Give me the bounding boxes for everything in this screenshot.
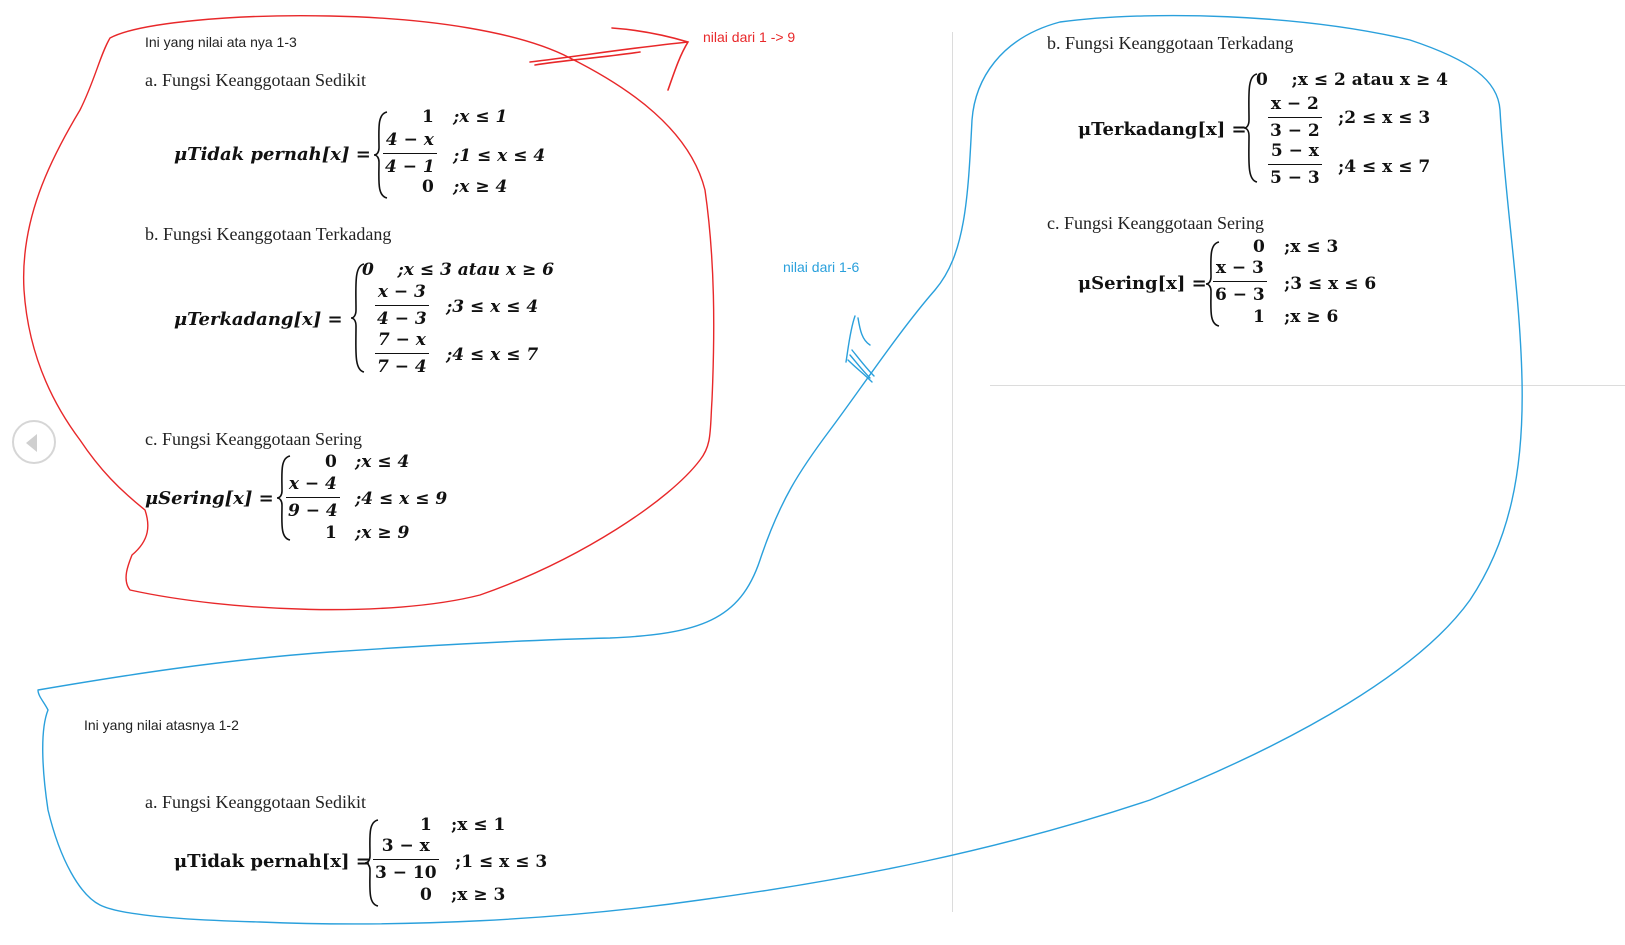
block2-c-label: μSering[x] = [1078, 273, 1207, 294]
block3-a-p2-den: 3 − 10 [375, 863, 437, 883]
block2-b-p3-frac: 5 − x 5 − 3 [1268, 141, 1322, 188]
block1-c-label: μSering[x] = [145, 488, 274, 509]
block2-b-brace [1243, 73, 1258, 183]
block2-b-p2-den: 3 − 2 [1270, 121, 1320, 141]
note-blue-range: nilai dari 1-6 [783, 259, 860, 275]
red-arrow-stroke [529, 27, 690, 91]
block2-b-p2-num: x − 2 [1268, 94, 1322, 118]
block1-b-p3-num: 7 − x [375, 330, 429, 354]
block1-a-p1-cond: ;x ≤ 1 [453, 107, 508, 127]
note-top-left: Ini yang nilai ata nya 1-3 [145, 34, 297, 50]
block1-b-label: μTerkadang[x] = [174, 309, 343, 330]
block1-a-p1-val: 1 [422, 107, 434, 127]
block3-a-p2-frac: 3 − x 3 − 10 [373, 836, 439, 883]
block1-c-p2-den: 9 − 4 [288, 501, 338, 521]
block1-b-p1: 0 ;x ≤ 3 atau x ≥ 6 [362, 260, 554, 280]
note-bottom-left: Ini yang nilai atasnya 1-2 [84, 717, 239, 733]
block2-b-p3-cond: ;4 ≤ x ≤ 7 [1338, 157, 1431, 177]
block1-b-brace [350, 263, 365, 373]
block1-a-p2-num: 4 − x [383, 130, 437, 154]
block2-c-p2-den: 6 − 3 [1215, 285, 1265, 305]
block2-b-p3-num: 5 − x [1268, 141, 1322, 165]
block1-c-p1-cond: ;x ≤ 4 [355, 452, 410, 472]
block1-c-p1-val: 0 [325, 452, 337, 472]
block1-b-p3-frac: 7 − x 7 − 4 [375, 330, 429, 377]
block3-a-p3-val: 0 [420, 885, 432, 905]
block1-heading-c: c. Fungsi Keanggotaan Sering [145, 429, 362, 449]
block3-a-brace [364, 819, 379, 907]
block1-c-p2-cond: ;4 ≤ x ≤ 9 [355, 489, 448, 509]
block2-c-p2-num: x − 3 [1213, 258, 1267, 282]
block1-b-p2-frac: x − 3 4 − 3 [375, 282, 429, 329]
block2-c-p2-cond: ;3 ≤ x ≤ 6 [1284, 274, 1377, 294]
block1-a-p2-frac: 4 − x 4 − 1 [383, 130, 437, 177]
block1-c-p2-frac: x − 4 9 − 4 [286, 474, 340, 521]
block2-heading-c: c. Fungsi Keanggotaan Sering [1047, 213, 1264, 233]
block2-b-p2-cond: ;2 ≤ x ≤ 3 [1338, 108, 1431, 128]
block1-c-p3-cond: ;x ≥ 9 [355, 523, 410, 543]
block1-c-p2-num: x − 4 [286, 474, 340, 498]
block2-b-p3-den: 5 − 3 [1270, 168, 1320, 188]
block1-b-p3-cond: ;4 ≤ x ≤ 7 [446, 345, 539, 365]
block2-c-p2-frac: x − 3 6 − 3 [1213, 258, 1267, 305]
block3-heading-a: a. Fungsi Keanggotaan Sedikit [145, 792, 366, 812]
block1-heading-a: a. Fungsi Keanggotaan Sedikit [145, 70, 366, 90]
block2-c-p3-val: 1 [1253, 307, 1265, 327]
block1-b-p2-cond: ;3 ≤ x ≤ 4 [446, 297, 539, 317]
block2-b-p1: 0 ;x ≤ 2 atau x ≥ 4 [1256, 70, 1448, 90]
block1-b-p2-den: 4 − 3 [377, 309, 427, 329]
vertical-divider [952, 32, 953, 912]
note-red-range: nilai dari 1 -> 9 [703, 29, 796, 45]
block3-a-label: μTidak pernah[x] = [174, 851, 371, 872]
red-freehand-loop [22, 15, 715, 611]
block3-a-p1-val: 1 [420, 815, 432, 835]
block1-heading-b: b. Fungsi Keanggotaan Terkadang [145, 224, 392, 244]
block1-a-label: μTidak pernah[x] = [174, 144, 371, 165]
block1-a-p3-val: 0 [422, 177, 434, 197]
block1-c-brace [276, 455, 291, 541]
block1-a-p2-den: 4 − 1 [385, 157, 435, 177]
block2-b-p2-frac: x − 2 3 − 2 [1268, 94, 1322, 141]
block1-a-brace [373, 111, 388, 199]
block2-heading-b: b. Fungsi Keanggotaan Terkadang [1047, 33, 1294, 53]
block1-a-p2-cond: ;1 ≤ x ≤ 4 [453, 146, 546, 166]
block3-a-p2-cond: ;1 ≤ x ≤ 3 [455, 852, 548, 872]
block2-c-p1-val: 0 [1253, 237, 1265, 257]
block3-a-p3-cond: ;x ≥ 3 [451, 885, 506, 905]
horizontal-divider [990, 385, 1625, 386]
chevron-left-circle-icon[interactable] [12, 420, 56, 464]
block2-b-label: μTerkadang[x] = [1078, 119, 1247, 140]
block1-b-p2-num: x − 3 [375, 282, 429, 306]
block1-a-p3-cond: ;x ≥ 4 [453, 177, 508, 197]
blue-arrow-scribble [845, 315, 875, 383]
block2-c-p1-cond: ;x ≤ 3 [1284, 237, 1339, 257]
block3-a-p2-num: 3 − x [373, 836, 439, 860]
block1-c-p3-val: 1 [325, 523, 337, 543]
block3-a-p1-cond: ;x ≤ 1 [451, 815, 506, 835]
block2-c-brace [1205, 241, 1220, 327]
block2-c-p3-cond: ;x ≥ 6 [1284, 307, 1339, 327]
block1-b-p3-den: 7 − 4 [377, 357, 427, 377]
